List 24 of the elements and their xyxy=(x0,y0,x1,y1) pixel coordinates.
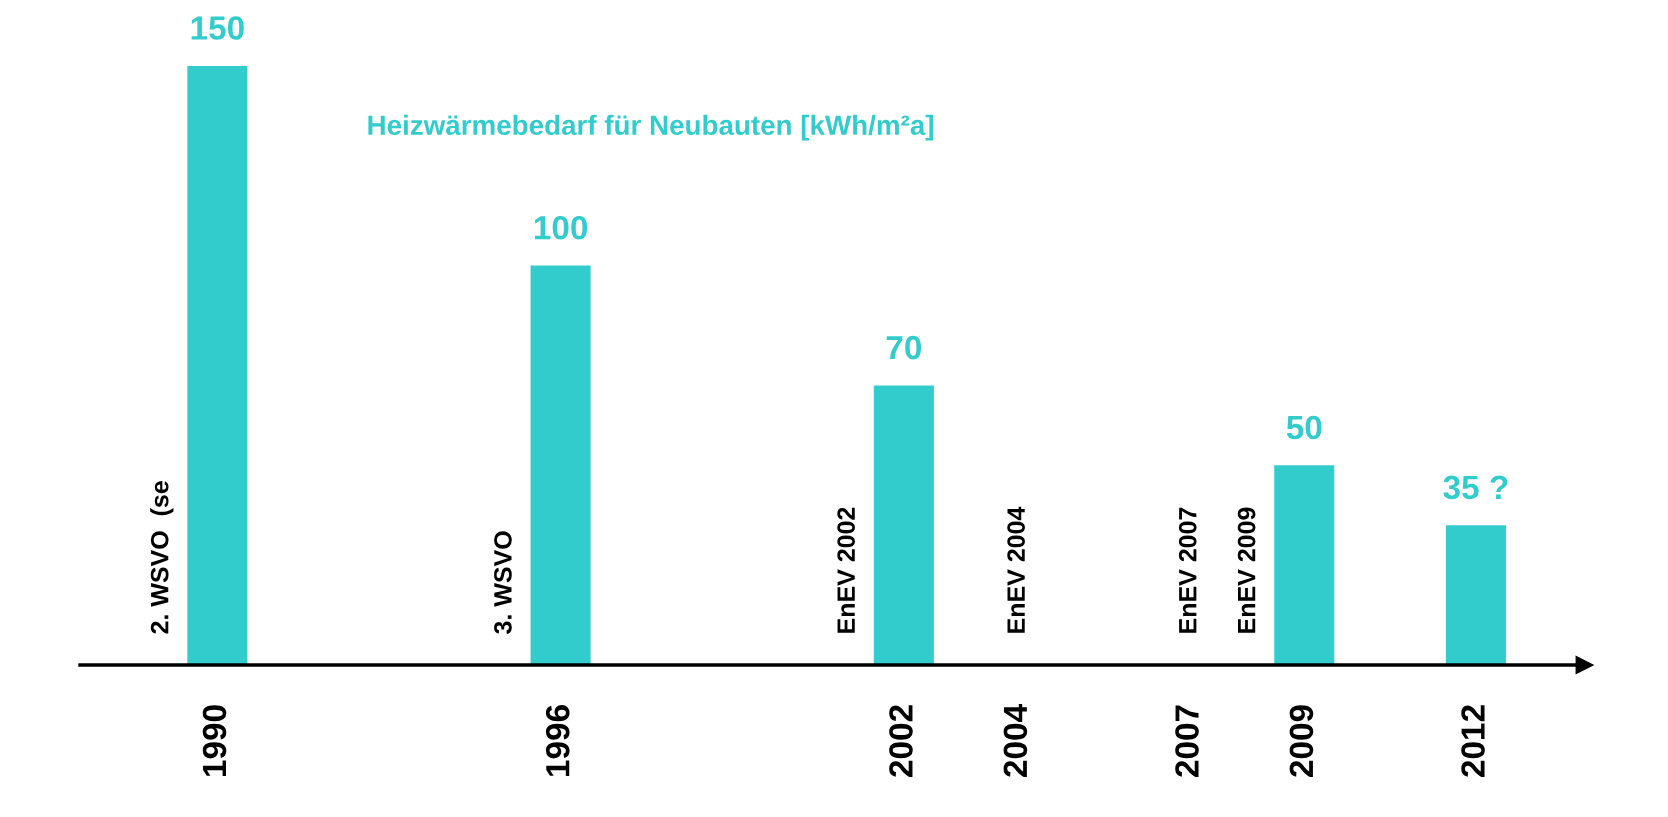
annotation: EnEV 2002 xyxy=(837,507,855,633)
x-tick-label: 2002 xyxy=(889,705,913,777)
data-label: 70 xyxy=(886,335,922,360)
annotation: 3. WSVO xyxy=(494,531,512,634)
bar xyxy=(1445,525,1506,666)
x-tick-label: 2009 xyxy=(1289,705,1314,777)
bar xyxy=(530,265,591,666)
bar xyxy=(873,385,934,666)
data-label: 35 ? xyxy=(1443,475,1508,500)
x-tick-label: 2007 xyxy=(1175,705,1199,777)
x-tick-label: 1990 xyxy=(202,705,227,776)
x-tick-label: 1996 xyxy=(545,705,570,776)
annotation: 2. WSVO (se xyxy=(150,481,174,634)
x-tick-label: 2012 xyxy=(1461,705,1485,777)
text: Heizwärmebedarf für Neubauten [kWh/m²a] xyxy=(368,114,933,141)
annotation: EnEV 2004 xyxy=(1007,506,1025,633)
x-tick-label: 2004 xyxy=(1003,704,1028,777)
annotation: EnEV 2007 xyxy=(1178,507,1197,633)
bar xyxy=(1274,465,1335,666)
data-label: 100 xyxy=(534,215,588,240)
data-label: 150 xyxy=(191,16,244,40)
data-label: 50 xyxy=(1286,415,1322,440)
annotation: EnEV 2009 xyxy=(1237,507,1256,633)
bar xyxy=(187,65,248,666)
